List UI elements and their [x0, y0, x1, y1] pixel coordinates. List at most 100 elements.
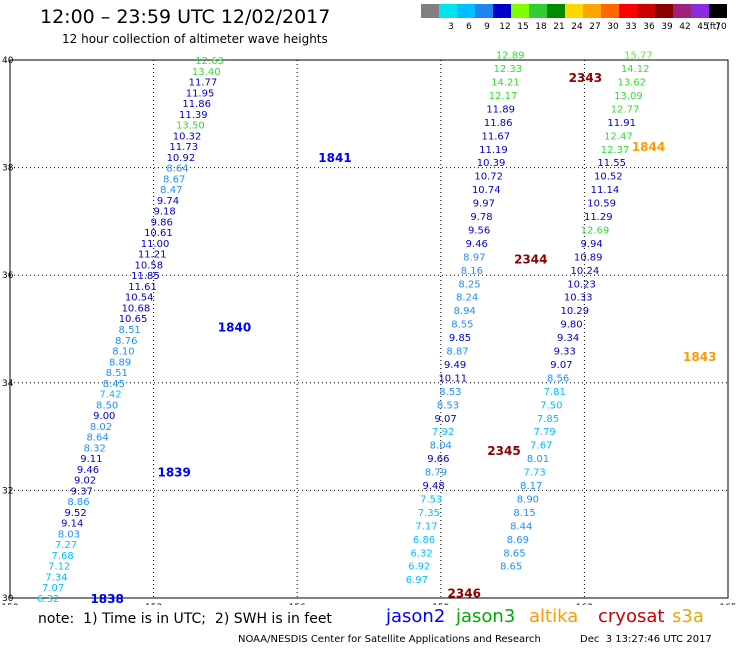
swh-value-label: 9.78 [470, 212, 492, 223]
swh-value-label: 9.56 [468, 225, 490, 236]
scale-label: 6 [466, 22, 472, 32]
swh-value-label: 11.91 [607, 118, 636, 129]
scale-swatch [529, 4, 547, 18]
scale-label: 3 [448, 22, 454, 32]
scale-label: 27 [589, 22, 600, 32]
swh-value-label: 8.65 [500, 562, 522, 573]
swh-value-label: 10.72 [474, 172, 503, 183]
scale-swatch [601, 4, 619, 18]
swh-value-label: 12.47 [604, 131, 633, 142]
swh-value-label: 9.86 [151, 217, 173, 228]
swh-value-label: 11.86 [484, 118, 513, 129]
swh-value-label: 9.85 [449, 333, 471, 344]
swh-value-label: 12.37 [601, 145, 630, 156]
track-label: 2344 [514, 253, 547, 267]
scale-swatch [493, 4, 511, 18]
y-tick-label: 36 [2, 271, 14, 281]
track-label: 1843 [683, 350, 716, 364]
swh-value-label: 8.64 [166, 164, 188, 175]
swh-value-label: 8.69 [507, 535, 529, 546]
swh-value-label: 9.14 [61, 519, 83, 530]
swh-value-label: 15.77 [624, 51, 653, 62]
scale-unit: (ft) [706, 22, 720, 32]
scale-label: 36 [643, 22, 655, 32]
scale-label: 9 [484, 22, 490, 32]
swh-value-label: 7.35 [418, 508, 440, 519]
swh-value-label: 8.15 [513, 508, 535, 519]
swh-value-label: 11.29 [584, 212, 613, 223]
swh-value-label: 7.92 [432, 427, 454, 438]
swh-value-label: 8.94 [454, 306, 476, 317]
legend-altika: altika [529, 606, 579, 627]
swh-value-label: 11.89 [486, 104, 515, 115]
wave-height-map: 1501531561591621653032343638406.327.077.… [1, 51, 736, 605]
swh-value-label: 10.89 [574, 252, 603, 263]
swh-value-label: 9.34 [557, 333, 579, 344]
swh-value-label: 8.44 [510, 521, 532, 532]
track-label: 1841 [318, 151, 351, 165]
footer-date: Dec 3 13:27:46 UTC 2017 [580, 634, 712, 645]
scale-swatch [421, 4, 439, 18]
swh-value-label: 7.50 [540, 400, 562, 411]
y-tick-label: 34 [2, 379, 14, 389]
swh-value-label: 7.34 [45, 572, 67, 583]
swh-value-label: 8.51 [119, 325, 141, 336]
legend-cryosat: cryosat [598, 606, 665, 627]
swh-value-label: 8.25 [458, 279, 480, 290]
swh-value-label: 13.50 [176, 121, 205, 132]
swh-value-label: 7.73 [523, 468, 545, 479]
swh-value-label: 9.46 [77, 465, 99, 476]
scale-swatch [475, 4, 493, 18]
scale-label: 24 [571, 22, 583, 32]
footer-credit: NOAA/NESDIS Center for Satellite Applica… [238, 634, 541, 645]
scale-swatch [565, 4, 583, 18]
x-tick-label: 162 [576, 603, 593, 605]
swh-value-label: 11.85 [131, 271, 160, 282]
swh-value-label: 8.76 [115, 336, 137, 347]
swh-value-label: 6.97 [406, 575, 428, 586]
swh-value-label: 11.86 [182, 99, 211, 110]
swh-value-label: 12.89 [496, 51, 525, 62]
swh-value-label: 8.24 [456, 293, 478, 304]
swh-value-label: 7.85 [537, 414, 559, 425]
swh-value-label: 9.07 [550, 360, 572, 371]
swh-value-label: 11.14 [591, 185, 620, 196]
scale-label: 70 [715, 22, 727, 32]
swh-value-label: 7.68 [52, 551, 74, 562]
scale-swatch [637, 4, 655, 18]
footer-note: note: 1) Time is in UTC; 2) SWH is in fe… [38, 611, 332, 627]
swh-value-label: 10.92 [167, 153, 196, 164]
track-label: 2343 [569, 71, 602, 85]
swh-value-label: 11.55 [597, 158, 626, 169]
swh-value-label: 7.07 [42, 583, 64, 594]
swh-value-label: 8.45 [103, 379, 125, 390]
scale-label: 12 [499, 22, 510, 32]
swh-value-label: 9.37 [71, 486, 93, 497]
scale-label: 21 [553, 22, 564, 32]
swh-value-label: 8.89 [109, 357, 131, 368]
swh-value-label: 11.77 [189, 78, 218, 89]
swh-value-label: 7.42 [99, 390, 121, 401]
swh-value-label: 9.02 [74, 476, 96, 487]
swh-value-label: 7.12 [48, 562, 70, 573]
swh-value-label: 8.86 [67, 497, 89, 508]
swh-value-label: 9.46 [466, 239, 488, 250]
y-tick-label: 38 [2, 164, 14, 174]
scale-swatch [673, 4, 691, 18]
swh-value-label: 8.03 [58, 529, 80, 540]
swh-value-label: 10.61 [144, 228, 173, 239]
swh-value-label: 9.97 [473, 199, 495, 210]
swh-value-label: 7.67 [530, 441, 552, 452]
swh-value-label: 9.11 [80, 454, 102, 465]
swh-value-label: 8.87 [446, 347, 468, 358]
swh-value-label: 7.81 [544, 387, 566, 398]
x-tick-label: 156 [289, 603, 306, 605]
swh-value-label: 10.58 [134, 260, 163, 271]
swh-value-label: 9.80 [560, 320, 582, 331]
scale-swatch [457, 4, 475, 18]
track-label: 1839 [157, 466, 190, 480]
swh-value-label: 8.90 [517, 494, 539, 505]
swh-value-label: 10.74 [472, 185, 501, 196]
swh-value-label: 8.02 [90, 422, 112, 433]
legend-jason3: jason3 [456, 606, 516, 627]
